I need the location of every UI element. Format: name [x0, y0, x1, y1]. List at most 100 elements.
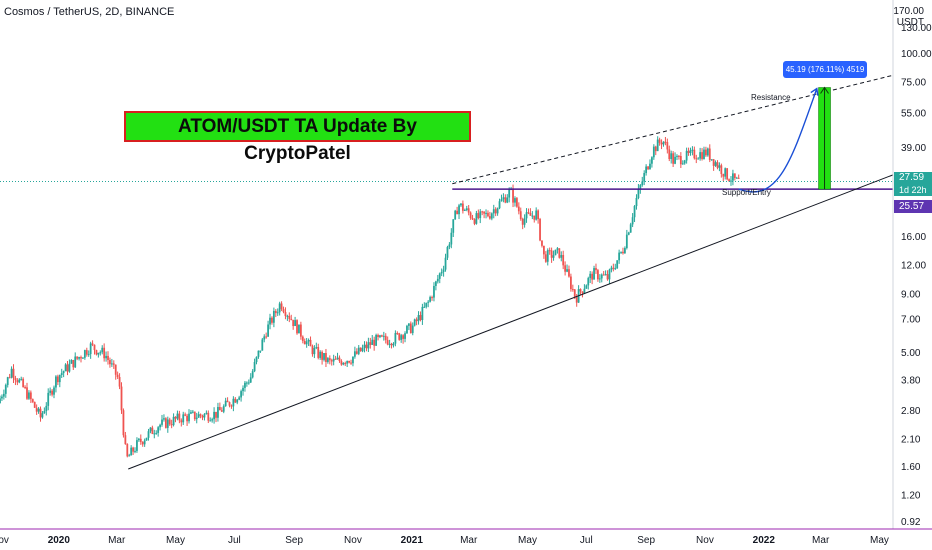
candle-body [452, 219, 455, 233]
x-tick-label: 2021 [401, 535, 424, 546]
candle-body [153, 433, 156, 435]
candle-body [716, 162, 719, 168]
candle-body [228, 402, 231, 406]
candle-body [91, 343, 94, 345]
candle-body [610, 267, 613, 270]
y-tick-label: 75.00 [901, 78, 926, 89]
candle-body [604, 274, 607, 276]
candle-body [454, 210, 457, 220]
candle-body [35, 407, 38, 412]
candle-body [404, 333, 406, 339]
x-tick-label: Nov [344, 535, 362, 546]
axis-unit-label[interactable]: 170.00 USDT [893, 6, 924, 28]
candle-body [687, 150, 690, 153]
candle-body [363, 344, 366, 348]
x-tick-label: Mar [812, 535, 830, 546]
candle-body [253, 362, 256, 372]
candle-body [406, 325, 408, 334]
candle-body [66, 364, 69, 372]
candle-body [568, 269, 570, 277]
candle-body [26, 387, 28, 399]
candle-body [670, 153, 673, 159]
candle-body [624, 248, 626, 254]
candle-body [440, 271, 443, 274]
candle-body [531, 215, 534, 217]
candle-body [348, 360, 350, 363]
candle-body [282, 309, 285, 313]
candle-body [74, 356, 77, 368]
candle-body [394, 333, 397, 344]
candle-body [203, 414, 206, 418]
candle-body [215, 411, 217, 418]
candle-body [305, 341, 308, 345]
candle-body [265, 336, 268, 338]
symbol-title[interactable]: Cosmos / TetherUS, 2D, BINANCE [4, 6, 175, 18]
candle-body [487, 212, 489, 217]
candle-body [450, 232, 453, 245]
x-tick-label: Nov [0, 535, 9, 546]
candle-body [720, 165, 723, 174]
candle-body [18, 379, 21, 383]
candle-body [180, 420, 183, 423]
candle-body [622, 251, 624, 254]
candle-body [544, 254, 547, 262]
candle-body [705, 149, 707, 156]
candle-body [82, 357, 84, 359]
candle-body [375, 334, 378, 346]
candle-body [47, 392, 50, 406]
candle-body [494, 209, 497, 214]
candle-body [110, 363, 113, 365]
candle-body [122, 410, 125, 436]
candle-body [573, 289, 576, 297]
candle-body [16, 380, 19, 383]
countdown-tag: 1d 22h [894, 184, 932, 196]
candle-body [218, 406, 221, 411]
candle-body [730, 180, 732, 182]
candle-body [521, 218, 524, 225]
candle-body [471, 217, 474, 220]
candle-body [120, 386, 123, 411]
candle-body [361, 347, 364, 352]
candle-body [78, 357, 80, 359]
candle-body [294, 320, 296, 327]
candle-body [560, 255, 563, 258]
candle-body [625, 234, 628, 249]
candle-body [163, 418, 165, 420]
candle-body [434, 281, 437, 286]
candle-body [49, 390, 52, 393]
x-tick-label: Nov [696, 535, 714, 546]
candle-body [232, 398, 235, 407]
candle-body [666, 142, 669, 150]
candle-body [635, 197, 638, 207]
x-tick-label: Sep [637, 535, 655, 546]
candle-body [608, 269, 611, 280]
candle-body [193, 411, 196, 420]
price-axis[interactable]: 130.00 100.00 75.00 55.00 39.00 16.00 12.00 9.0… [892, 0, 932, 529]
ta-update-banner: ATOM/USDT TA Update By CryptoPatel [124, 111, 471, 164]
time-axis[interactable]: Nov 2020 Mar May Jul Sep Nov 2021 Mar May Jul Sep No… [0, 528, 932, 546]
candle-body [504, 197, 507, 203]
candle-body [409, 323, 412, 334]
candle-body [55, 376, 57, 388]
candle-body [691, 149, 694, 151]
candle-body [407, 323, 410, 326]
candle-body [423, 306, 426, 308]
candle-body [220, 410, 223, 412]
candle-body [662, 141, 665, 145]
candle-body [649, 163, 651, 170]
candle-body [97, 352, 100, 355]
candle-body [240, 391, 242, 398]
candle-body [602, 274, 605, 276]
candle-body [515, 198, 518, 207]
candle-body [365, 344, 368, 349]
trendline-line [128, 174, 894, 470]
candle-body [633, 206, 636, 218]
candle-body [276, 312, 279, 314]
candle-body [328, 358, 331, 361]
candle-body [4, 384, 7, 394]
candle-body [336, 357, 339, 360]
candle-body [1, 396, 3, 399]
resistance-label: Resistance [751, 93, 791, 102]
candle-body [12, 368, 15, 379]
